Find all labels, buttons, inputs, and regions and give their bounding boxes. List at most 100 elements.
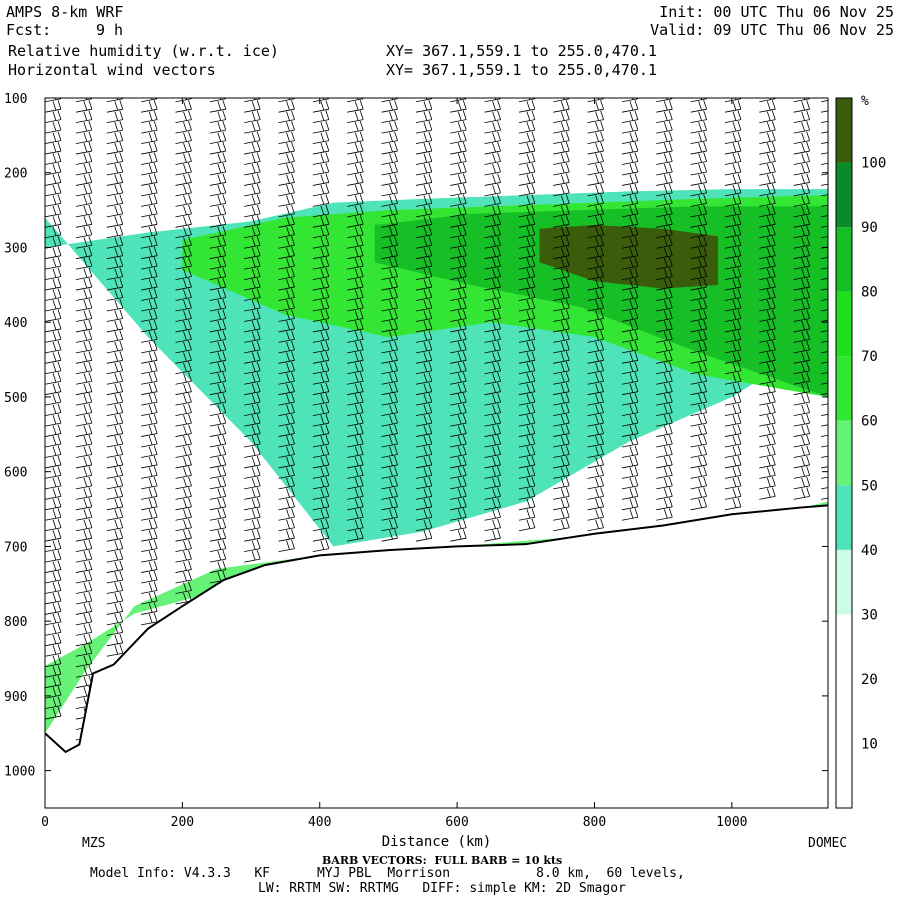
wind-barb — [724, 173, 742, 186]
wind-barb — [175, 298, 192, 312]
wind-barb — [244, 529, 261, 542]
wind-barb — [518, 194, 536, 207]
wind-barb — [484, 141, 501, 155]
wind-barb — [381, 236, 398, 249]
wind-barb — [450, 267, 467, 281]
wind-barb — [759, 173, 776, 186]
colorbar-label: 70 — [861, 349, 878, 365]
wind-barb — [415, 372, 433, 385]
wind-barb — [209, 131, 227, 144]
colorbar-label: 50 — [861, 478, 878, 494]
wind-barb — [278, 215, 295, 228]
wind-barb — [450, 330, 467, 343]
wind-barb — [244, 424, 261, 437]
wind-barb — [45, 623, 62, 636]
wind-barb — [45, 434, 62, 448]
wind-barb — [75, 518, 93, 532]
wind-barb — [75, 131, 93, 144]
wind-barb — [621, 98, 639, 103]
wind-barb — [244, 476, 261, 490]
wind-barb — [415, 445, 433, 458]
colorbar-band — [836, 356, 852, 421]
wind-barb — [690, 393, 708, 406]
wind-barb — [484, 194, 501, 207]
wind-barb — [821, 215, 828, 218]
wind-barb — [621, 183, 639, 197]
wind-barb — [278, 120, 295, 134]
wind-barb — [175, 236, 192, 249]
wind-barb — [656, 455, 673, 469]
wind-barb — [484, 393, 501, 406]
wind-barb — [450, 361, 467, 375]
wind-barb — [141, 393, 158, 406]
wind-barb — [690, 330, 708, 343]
colorbar-label: 20 — [861, 672, 878, 688]
wind-barb — [381, 497, 398, 511]
wind-barb — [312, 529, 330, 542]
y-tick-label: 100 — [4, 92, 27, 107]
wind-barb — [656, 466, 673, 479]
wind-barb — [690, 497, 708, 511]
wind-barb — [106, 445, 124, 458]
wind-barb — [793, 288, 811, 301]
wind-barb — [45, 549, 62, 563]
wind-barb — [45, 204, 62, 218]
wind-barb — [415, 487, 433, 500]
wind-barb — [724, 120, 742, 134]
wind-barb — [587, 288, 604, 301]
wind-barb — [45, 581, 62, 594]
wind-barb — [381, 183, 398, 197]
wind-barb — [587, 267, 604, 281]
wind-barb — [690, 162, 708, 176]
wind-barb — [278, 162, 295, 176]
wind-barb — [821, 413, 828, 417]
wind-barb — [553, 152, 570, 165]
wind-barb — [518, 298, 536, 312]
wind-barb — [209, 194, 227, 207]
wind-barb — [75, 560, 93, 573]
wind-barb — [518, 403, 536, 417]
wind-barb — [278, 393, 295, 406]
wind-barb — [518, 372, 536, 385]
title: AMPS 8-km WRF — [6, 3, 124, 21]
wind-barb — [759, 434, 776, 448]
wind-barb — [45, 382, 62, 396]
wind-barb — [75, 570, 93, 584]
wind-barb — [484, 277, 501, 291]
wind-barb — [793, 152, 811, 165]
wind-barb — [553, 277, 570, 291]
wind-barb — [381, 393, 398, 406]
wind-barb — [415, 413, 433, 427]
wind-barb — [415, 204, 433, 218]
wind-barb — [724, 476, 742, 490]
wind-barb — [621, 351, 639, 364]
x-tick-label: 1000 — [716, 815, 747, 830]
wind-barb — [724, 298, 742, 312]
colorbar-band — [836, 485, 852, 550]
wind-barb — [312, 131, 330, 144]
wind-barb — [450, 141, 467, 155]
wind-barb — [518, 497, 536, 511]
wind-barb — [141, 560, 158, 573]
wind-barb — [209, 455, 227, 469]
wind-barb — [381, 487, 398, 500]
wind-barb — [75, 633, 93, 647]
wind-barb — [793, 393, 811, 406]
wind-barb — [821, 194, 828, 197]
wind-barb — [518, 382, 536, 396]
wind-barb — [587, 100, 604, 113]
wind-barb — [106, 361, 124, 375]
wind-barb — [75, 508, 93, 521]
wind-barb — [75, 257, 93, 270]
wind-barb — [621, 382, 639, 396]
wind-barb — [621, 100, 639, 113]
wind-barb — [244, 194, 261, 207]
wind-barb — [553, 100, 570, 113]
rh-region-rh_100_plus — [539, 225, 719, 289]
wind-barb — [381, 173, 398, 186]
wind-barb — [278, 455, 295, 469]
wind-barb — [415, 361, 433, 375]
wind-barb — [759, 267, 776, 281]
wind-barb — [244, 288, 261, 301]
wind-barb — [724, 413, 742, 427]
